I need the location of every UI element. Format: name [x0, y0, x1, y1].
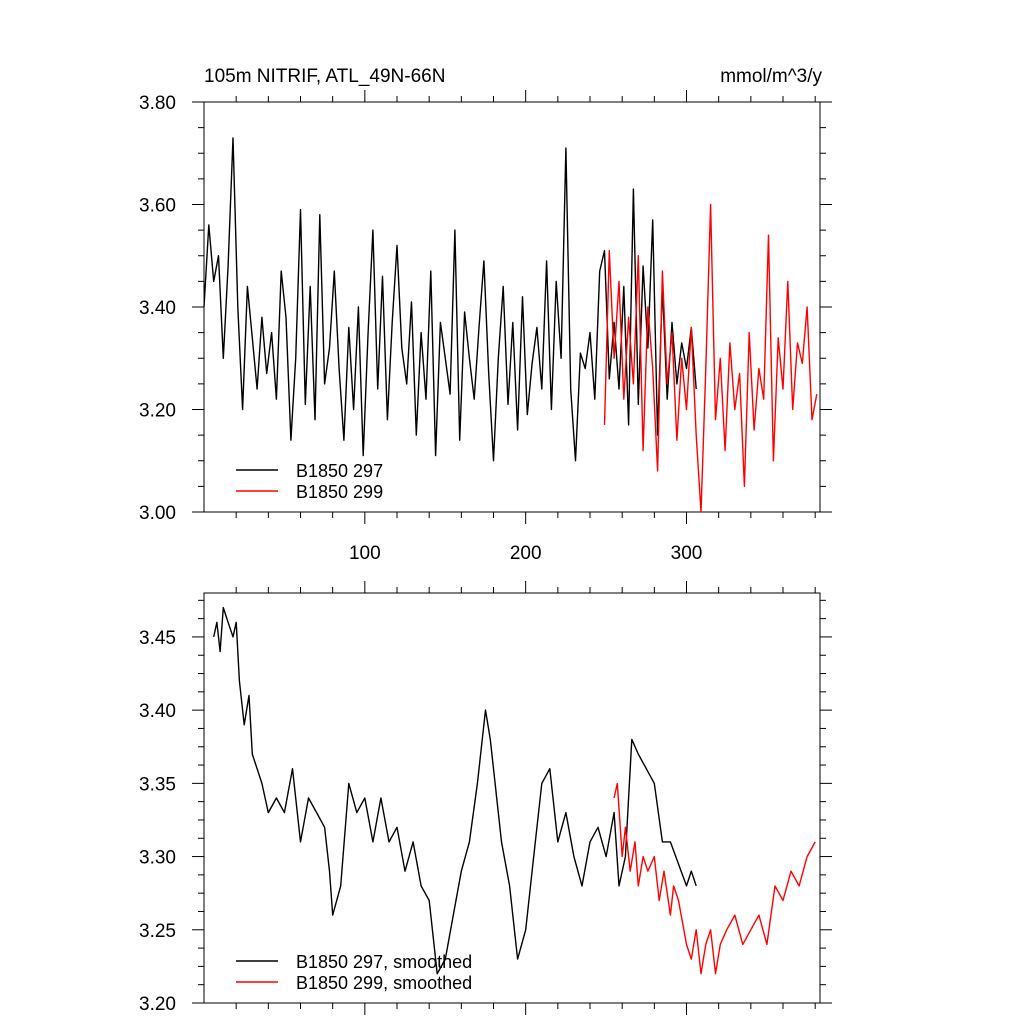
legend-label: B1850 297, smoothed: [296, 952, 472, 972]
legend-label: B1850 297: [296, 461, 383, 481]
y-tick-label: 3.40: [139, 298, 176, 319]
y-tick-label: 3.00: [139, 503, 176, 524]
legend-label: B1850 299: [296, 482, 383, 502]
legend-label: B1850 299, smoothed: [296, 973, 472, 993]
units-label: mmol/m^3/y: [720, 66, 822, 87]
x-tick-label: 300: [671, 543, 703, 564]
series-line-red: [603, 203, 818, 513]
series-line-red: [613, 782, 816, 975]
y-tick-label: 3.35: [139, 774, 176, 795]
y-tick-label: 3.20: [139, 994, 176, 1015]
y-tick-label: 3.80: [139, 93, 176, 114]
y-tick-label: 3.20: [139, 401, 176, 422]
y-tick-label: 3.25: [139, 921, 176, 942]
x-tick-label: 100: [349, 543, 381, 564]
y-tick-label: 3.30: [139, 848, 176, 869]
plot-frame: [203, 101, 821, 513]
chart-title: 105m NITRIF, ATL_49N-66N: [204, 66, 445, 87]
bottom-panel: 3.20 3.25 3.30 3.35 3.40 3.45 B1850 297, smoot…: [139, 581, 832, 1015]
y-tick-label: 3.60: [139, 196, 176, 217]
series-line-black: [213, 606, 697, 975]
series-line-black: [203, 137, 697, 462]
y-tick-label: 3.40: [139, 701, 176, 722]
x-tick-label: 200: [510, 543, 542, 564]
top-panel: 105m NITRIF, ATL_49N-66N mmol/m^3/y 3.00…: [139, 66, 832, 564]
plot-frame: [203, 592, 821, 1004]
y-tick-label: 3.45: [139, 628, 176, 649]
